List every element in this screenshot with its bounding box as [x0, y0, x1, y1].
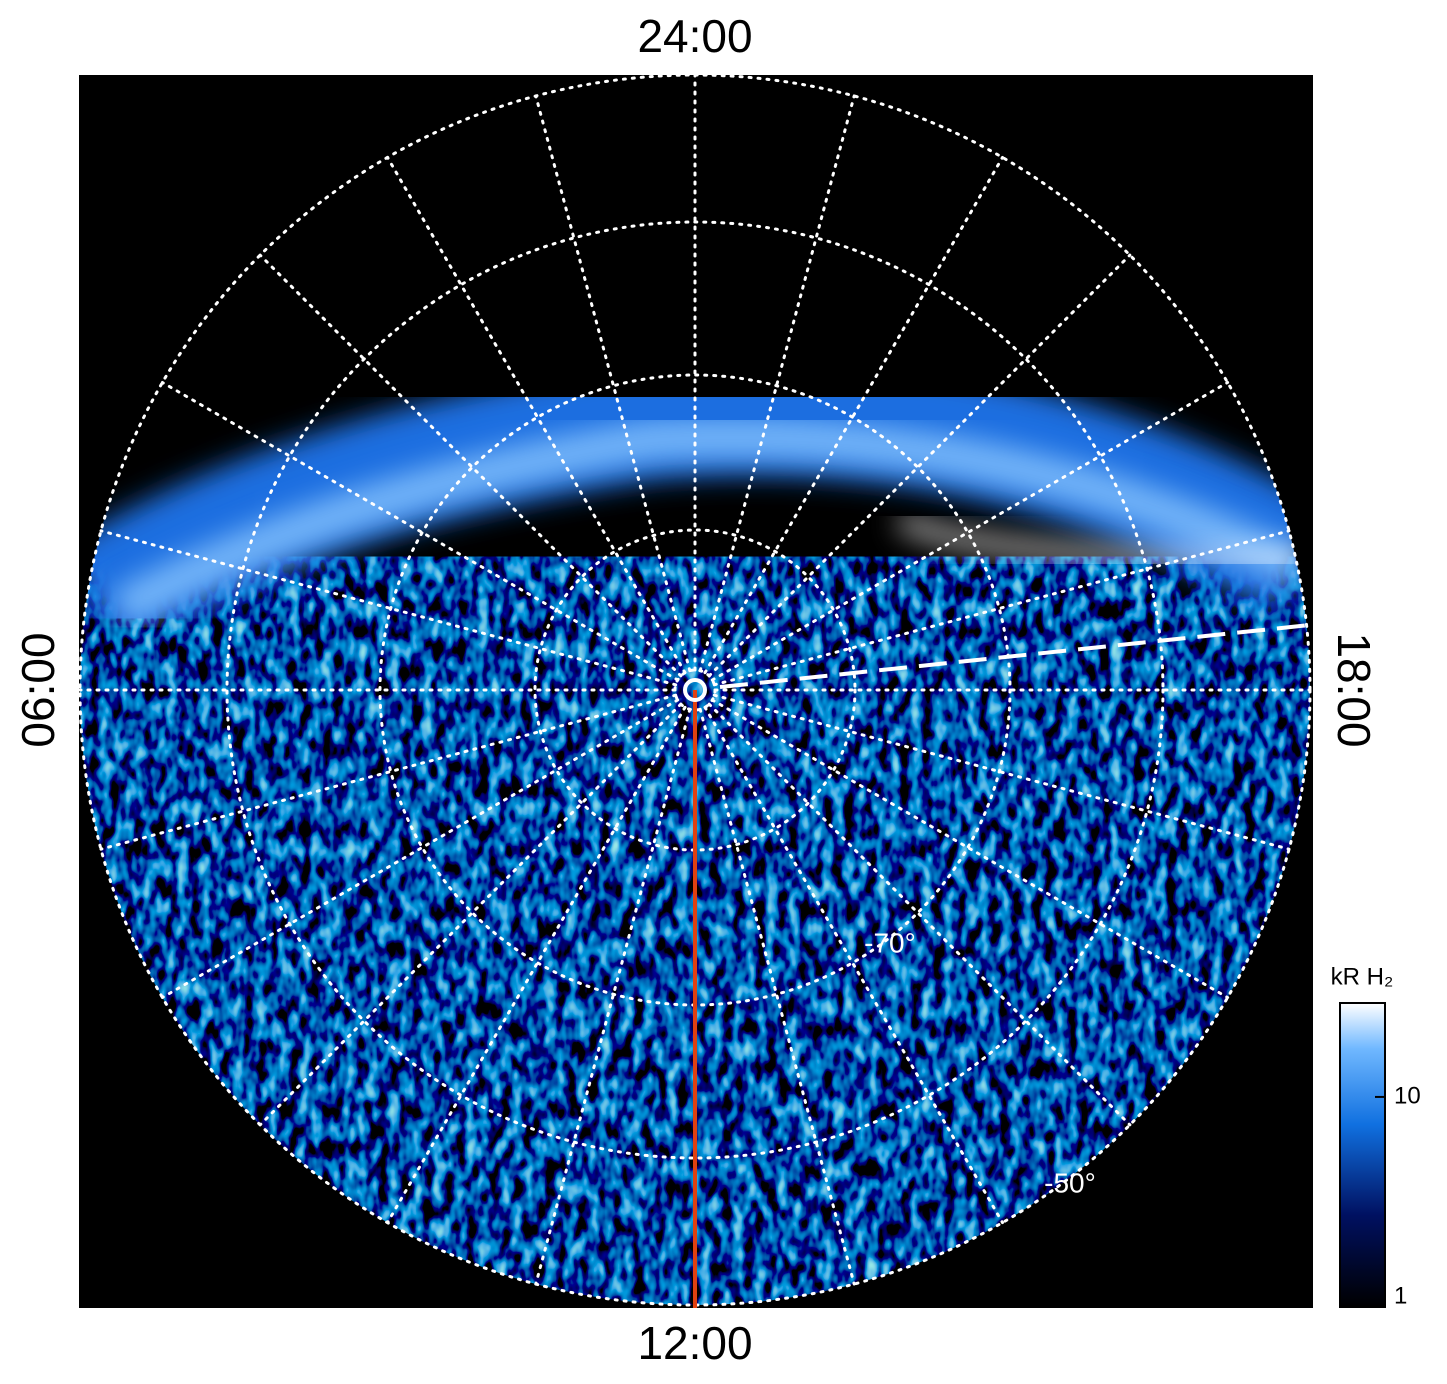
colorbar-tick-label: 10 [1394, 1082, 1421, 1109]
pole-marker [683, 678, 707, 702]
meridian [534, 707, 692, 1286]
meridian [258, 253, 683, 678]
time-label-right: 18:00 [1328, 632, 1380, 747]
meridian [710, 381, 1230, 682]
colorbar-label: kR H₂ [1331, 963, 1394, 990]
meridian [698, 707, 856, 1286]
meridian [703, 705, 1004, 1225]
latitude-label: -50° [1044, 1167, 1096, 1198]
meridian [258, 702, 683, 1127]
dashed-line [719, 623, 1311, 689]
meridian [707, 702, 1132, 1127]
meridian [707, 253, 1132, 678]
colorbar [1339, 1002, 1386, 1308]
meridian [160, 698, 680, 999]
time-label-left: 06:00 [12, 632, 64, 747]
meridian [386, 705, 687, 1225]
meridian [712, 693, 1291, 851]
meridian [99, 529, 678, 687]
meridian [710, 698, 1230, 999]
latitude-circle [225, 220, 1165, 1160]
meridian [534, 94, 692, 673]
colorbar-tick-label: 1 [1394, 1282, 1407, 1309]
meridian [386, 155, 687, 675]
emission-image [80, 355, 1310, 1305]
meridian [99, 693, 678, 851]
time-label-bottom: 12:00 [637, 1317, 752, 1369]
meridian [160, 381, 680, 682]
meridian [712, 529, 1291, 687]
colorbar-ticks: 1 10 [1375, 1082, 1421, 1309]
meridian [698, 94, 856, 673]
time-label-top: 24:00 [637, 10, 752, 62]
meridian [703, 155, 1004, 675]
latitude-label: -70° [864, 927, 916, 958]
